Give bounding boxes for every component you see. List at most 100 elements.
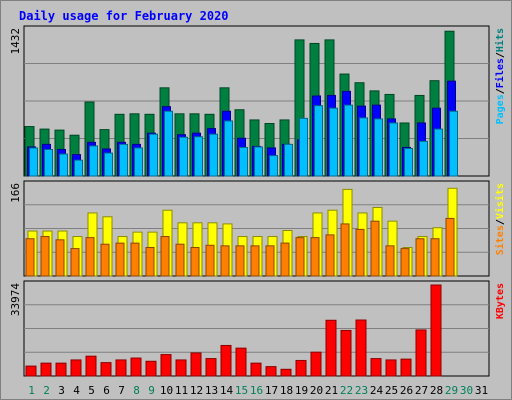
- panel-kbytes: 33974 KBytes: [9, 280, 506, 377]
- day-label-26: 26: [400, 384, 413, 397]
- visits-sites-bar-day-6: [100, 243, 110, 277]
- visits-sites-bar-day-8: [130, 242, 140, 277]
- legend-entry: Files: [494, 58, 506, 88]
- day-label-9: 9: [148, 384, 155, 397]
- hits-pages-bar-day-1: [29, 147, 38, 177]
- day-label-21: 21: [325, 384, 338, 397]
- legend-entry: Visits: [494, 183, 506, 219]
- hits-pages-bar-day-10: [164, 110, 173, 177]
- panel-visits-legend: Sites/Visits: [494, 183, 506, 255]
- kbytes-kbytes-bar-day-26: [400, 358, 412, 377]
- panel-hits: 1432 Pages/Files/Hits: [9, 25, 506, 177]
- hits-pages-bar-day-7: [119, 143, 128, 177]
- hits-pages-bar-day-29: [449, 110, 458, 177]
- day-label-13: 13: [205, 384, 218, 397]
- visits-sites-bar-day-20: [310, 237, 320, 277]
- day-label-17: 17: [265, 384, 278, 397]
- kbytes-kbytes-bar-day-25: [385, 359, 397, 377]
- hits-pages-bar-day-25: [389, 122, 398, 177]
- visits-sites-bar-day-5: [85, 237, 95, 277]
- kbytes-kbytes-bar-day-22: [340, 329, 352, 377]
- hits-pages-bar-day-16: [254, 146, 263, 177]
- legend-entry: Pages: [495, 94, 506, 124]
- kbytes-kbytes-bar-day-16: [250, 362, 262, 377]
- hits-pages-bar-day-26: [404, 147, 413, 177]
- hits-pages-bar-day-13: [209, 133, 218, 177]
- visits-sites-bar-day-3: [55, 239, 65, 277]
- visits-sites-bar-day-15: [235, 245, 245, 277]
- hits-pages-bar-day-19: [299, 117, 308, 177]
- hits-pages-bar-day-14: [224, 120, 233, 177]
- hits-pages-bar-day-12: [194, 136, 203, 177]
- visits-sites-bar-day-11: [175, 243, 185, 277]
- visits-sites-bar-day-29: [445, 217, 455, 277]
- hits-pages-bar-day-23: [359, 117, 368, 177]
- hits-pages-bar-day-27: [419, 140, 428, 177]
- panel-kbytes-ymax-label: 33974: [9, 283, 22, 316]
- legend-entry: KBytes: [495, 283, 506, 319]
- panel-kbytes-legend: KBytes: [495, 283, 506, 319]
- visits-sites-bar-day-7: [115, 242, 125, 277]
- legend-entry: /: [495, 88, 506, 94]
- kbytes-kbytes-bar-day-3: [55, 362, 67, 377]
- hits-pages-bar-day-5: [89, 145, 98, 177]
- kbytes-kbytes-bar-day-20: [310, 351, 322, 377]
- visits-sites-bar-day-1: [25, 238, 35, 277]
- visits-sites-bar-day-9: [145, 246, 155, 277]
- visits-sites-bar-day-21: [325, 234, 335, 277]
- day-label-22: 22: [340, 384, 353, 397]
- day-label-27: 27: [415, 384, 428, 397]
- visits-sites-bar-day-22: [340, 223, 350, 277]
- kbytes-kbytes-bar-day-28: [430, 284, 442, 377]
- visits-sites-bar-day-14: [220, 245, 230, 277]
- panel-visits: 166 Sites/Visits: [9, 180, 506, 277]
- day-label-18: 18: [280, 384, 293, 397]
- kbytes-kbytes-bar-day-5: [85, 355, 97, 377]
- visits-sites-bar-day-17: [265, 245, 275, 277]
- visits-sites-bar-day-2: [40, 236, 50, 277]
- day-label-29: 29: [445, 384, 458, 397]
- legend-entry: /: [495, 219, 506, 225]
- visits-sites-bar-day-10: [160, 236, 170, 277]
- panel-hits-legend: Pages/Files/Hits: [494, 28, 506, 124]
- visits-sites-bar-day-19: [295, 237, 305, 277]
- kbytes-kbytes-bar-day-12: [190, 352, 202, 377]
- visits-sites-bar-day-26: [400, 248, 410, 277]
- visits-sites-bar-day-23: [355, 228, 365, 277]
- kbytes-kbytes-bar-day-10: [160, 354, 172, 377]
- kbytes-kbytes-bar-day-23: [355, 319, 367, 377]
- day-label-20: 20: [310, 384, 323, 397]
- visits-sites-bar-day-27: [415, 238, 425, 277]
- kbytes-kbytes-bar-day-27: [415, 329, 427, 377]
- day-label-15: 15: [235, 384, 248, 397]
- hits-pages-bar-day-6: [104, 152, 113, 177]
- kbytes-kbytes-bar-day-7: [115, 359, 127, 377]
- kbytes-kbytes-bar-day-24: [370, 358, 382, 377]
- day-label-5: 5: [88, 384, 95, 397]
- legend-entry: /: [495, 52, 506, 58]
- hits-pages-bar-day-18: [284, 143, 293, 177]
- day-label-10: 10: [160, 384, 173, 397]
- visits-sites-bar-day-4: [70, 248, 80, 277]
- kbytes-kbytes-bar-day-18: [280, 368, 292, 377]
- day-label-30: 30: [460, 384, 473, 397]
- kbytes-kbytes-bar-day-8: [130, 357, 142, 377]
- hits-pages-bar-day-24: [374, 118, 383, 177]
- day-label-31: 31: [475, 384, 488, 397]
- day-label-8: 8: [133, 384, 140, 397]
- kbytes-kbytes-bar-day-11: [175, 359, 187, 377]
- kbytes-kbytes-bar-day-21: [325, 319, 337, 377]
- day-label-2: 2: [43, 384, 50, 397]
- hits-pages-bar-day-20: [314, 105, 323, 177]
- hits-pages-bar-day-11: [179, 136, 188, 177]
- visits-sites-bar-day-28: [430, 238, 440, 277]
- chart-title: Daily usage for February 2020: [19, 9, 229, 23]
- visits-sites-bar-day-12: [190, 246, 200, 277]
- kbytes-kbytes-bar-day-15: [235, 347, 247, 377]
- panel-hits-ymax-label: 1432: [9, 28, 22, 55]
- day-label-6: 6: [103, 384, 110, 397]
- day-label-16: 16: [250, 384, 263, 397]
- hits-pages-bar-day-15: [239, 146, 248, 177]
- hits-pages-bar-day-8: [134, 147, 143, 177]
